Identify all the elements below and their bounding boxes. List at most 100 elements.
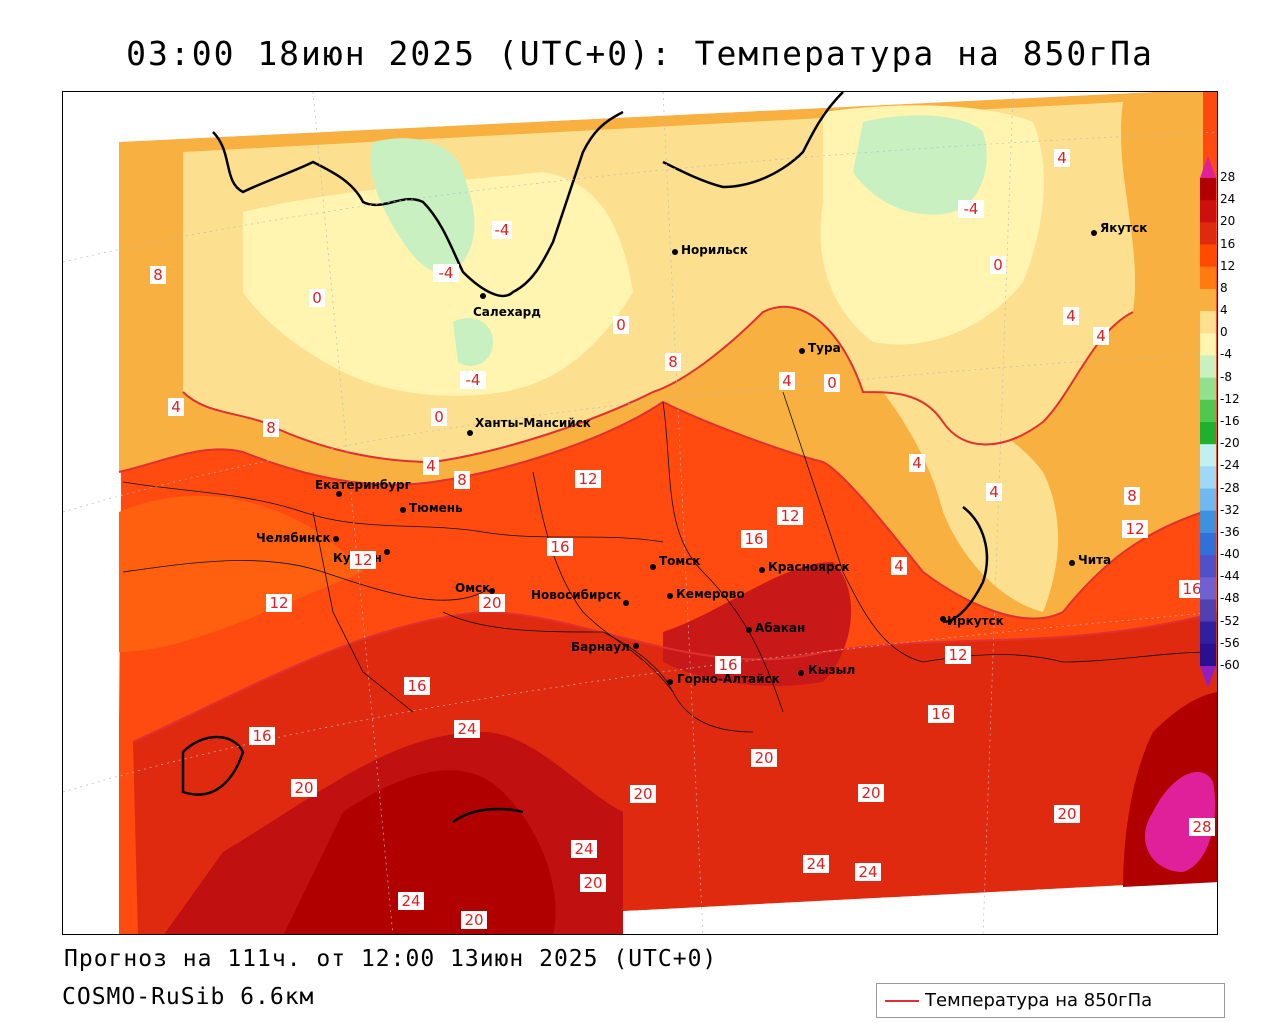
colorbar-segment <box>1200 444 1216 467</box>
colorbar-tick-label: -20 <box>1220 436 1240 451</box>
zone-4b <box>883 392 1058 612</box>
colorbar-tick-label: -4 <box>1220 347 1232 362</box>
colorbar-tick-label: -52 <box>1220 613 1240 628</box>
city-label: Абакан <box>755 621 805 635</box>
city-label: Челябинск <box>256 531 331 545</box>
colorbar-segment <box>1200 510 1216 534</box>
isotherm-label: 4 <box>782 372 792 390</box>
colorbar-segment <box>1200 333 1216 356</box>
forecast-info: Прогноз на 111ч. от 12:00 13июн 2025 (UT… <box>64 946 718 972</box>
isotherm-label: 28 <box>1192 818 1211 836</box>
isotherm-label: 4 <box>171 398 181 416</box>
colorbar-segment <box>1200 200 1216 223</box>
colorbar-bottom-arrow <box>1200 666 1216 688</box>
colorbar-segment <box>1200 555 1216 578</box>
zone-16 <box>119 495 363 652</box>
isotherm-label: 12 <box>578 470 597 488</box>
colorbar-segment <box>1200 311 1216 334</box>
colorbar-segment <box>1200 466 1216 490</box>
isotherm-label: 16 <box>931 705 950 723</box>
legend-line-swatch <box>885 1000 919 1002</box>
colorbar-segment <box>1200 288 1216 312</box>
isotherm-label: 4 <box>1096 327 1106 345</box>
isotherm-label: 8 <box>668 353 678 371</box>
isotherm-label: -4 <box>964 200 979 218</box>
city-label: Тюмень <box>409 501 463 515</box>
city-label: Тура <box>808 341 841 355</box>
isotherm-label: 4 <box>912 454 922 472</box>
isotherm-label: 24 <box>457 720 476 738</box>
zone-cold-3 <box>453 318 493 366</box>
isotherm-label: 20 <box>294 779 313 797</box>
city-label: Новосибирск <box>531 588 621 602</box>
isotherm-label: 20 <box>1057 805 1076 823</box>
colorbar-segment <box>1200 244 1216 268</box>
colorbar-segment <box>1200 577 1216 600</box>
colorbar-tick-label: 4 <box>1220 303 1228 318</box>
isotherm-label: 16 <box>252 727 271 745</box>
isotherm-label: 8 <box>153 266 163 284</box>
colorbar-segment <box>1200 488 1216 512</box>
isotherm-label: 4 <box>1066 307 1076 325</box>
city-label: Норильск <box>681 243 748 257</box>
isotherm-label: 24 <box>574 840 593 858</box>
city-label: Кемерово <box>676 587 745 601</box>
colorbar-segment <box>1200 599 1216 623</box>
map-panel: Норильск Якутск Салехард Тура Ханты-Манс… <box>62 91 1218 935</box>
isotherm-label: 16 <box>407 677 426 695</box>
colorbar-tick-label: -40 <box>1220 547 1240 562</box>
legend-label: Температура на 850гПа <box>925 990 1153 1011</box>
isotherm-label: 0 <box>993 256 1003 274</box>
isotherm-label: 4 <box>1057 149 1067 167</box>
colorbar-tick-label: 20 <box>1220 214 1236 229</box>
city-label: Чита <box>1078 553 1111 567</box>
isotherm-label: 4 <box>426 457 436 475</box>
isotherm-label: 24 <box>401 892 420 910</box>
isotherm-label: 20 <box>464 911 483 929</box>
colorbar-tick-label: 24 <box>1220 192 1236 207</box>
isotherm-label: 16 <box>1182 580 1201 598</box>
isotherm-label: 16 <box>550 538 569 556</box>
isotherm-label: 20 <box>482 594 501 612</box>
graticule <box>63 92 1217 934</box>
city-label: Омск <box>455 581 490 595</box>
city-label: Барнаул <box>571 640 630 654</box>
colorbar-tick-label: -56 <box>1220 635 1240 650</box>
colorbar <box>1200 156 1216 688</box>
isotherm-label: 20 <box>754 749 773 767</box>
isotherm-label: 0 <box>616 316 626 334</box>
isotherm-label: 8 <box>266 419 276 437</box>
colorbar-top-arrow <box>1200 156 1216 178</box>
colorbar-segment <box>1200 422 1216 445</box>
colorbar-segment <box>1200 222 1216 246</box>
zone-24b <box>283 770 556 934</box>
zone-28 <box>1144 772 1216 872</box>
colorbar-segment <box>1200 621 1216 645</box>
isotherm-label: 12 <box>269 594 288 612</box>
colorbar-tick-label: 16 <box>1220 236 1236 251</box>
colorbar-tick-label: -36 <box>1220 524 1240 539</box>
city-label: Томск <box>659 554 701 568</box>
colorbar-tick-label: 12 <box>1220 258 1236 273</box>
outside-domain-top <box>119 92 1155 142</box>
colorbar-tick-label: -32 <box>1220 502 1240 517</box>
city-label: Горно-Алтайск <box>677 672 780 686</box>
colorbar-segment <box>1200 643 1216 667</box>
colorbar-tick-label: 0 <box>1220 325 1228 340</box>
city-label: Екатеринбург <box>315 478 411 492</box>
city-label: Кызыл <box>808 663 855 677</box>
zone-0 <box>243 172 633 396</box>
zone-cold-2 <box>853 115 987 215</box>
colorbar-tick-label: -12 <box>1220 391 1240 406</box>
city-label: Иркутск <box>947 614 1004 628</box>
colorbar-segment <box>1200 266 1216 290</box>
colorbar-tick-label: -44 <box>1220 569 1240 584</box>
colorbar-segment <box>1200 355 1216 379</box>
coastline <box>181 92 989 824</box>
isotherm-label: -4 <box>495 221 510 239</box>
isotherm-label: 12 <box>948 646 967 664</box>
isotherm-label: 12 <box>780 507 799 525</box>
admin-borders <box>122 391 1214 733</box>
colorbar-tick-label: 28 <box>1220 170 1236 184</box>
isotherm-label: 16 <box>744 530 763 548</box>
